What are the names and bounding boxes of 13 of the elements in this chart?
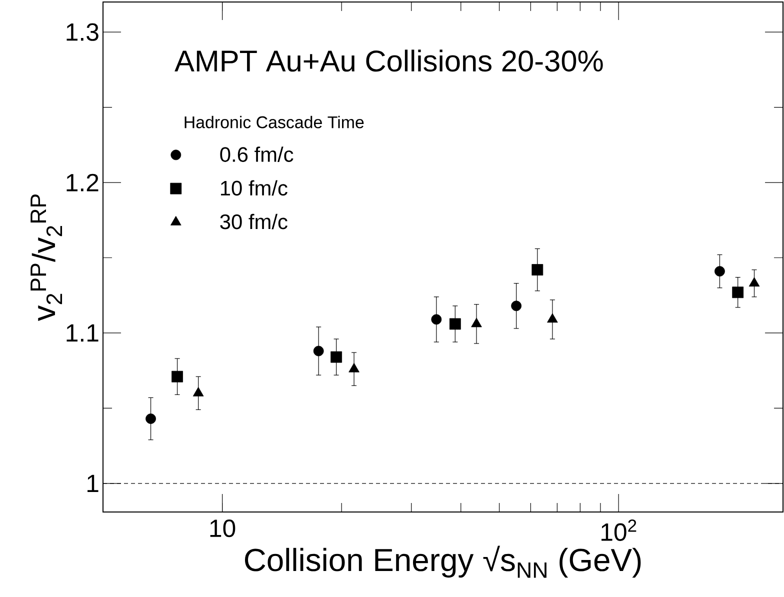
legend-title: Hadronic Cascade Time [184,116,364,128]
x-tick-label: 10 [210,520,236,538]
y-tick-label: 1.1 [66,324,98,342]
y-tick-label: 1.3 [66,23,98,41]
legend-label: 30 fm/c [220,214,288,230]
legend-label: 10 fm/c [220,180,288,196]
y-tick-label: 1.2 [66,174,98,192]
text: AMPT Au+Au Collisions 20-30% [174,50,603,72]
x-axis-title: Collision Energy √s$_{NN}$ (GeV) [245,546,641,578]
x-tick-label: 10$^{2}$ [602,520,636,541]
legend-label: 0.6 fm/c [220,146,294,162]
y-axis-title: v$_{2}$$^{PP}$/v$_{2}$RP [30,194,62,322]
y-tick-label: 1 [88,474,98,492]
